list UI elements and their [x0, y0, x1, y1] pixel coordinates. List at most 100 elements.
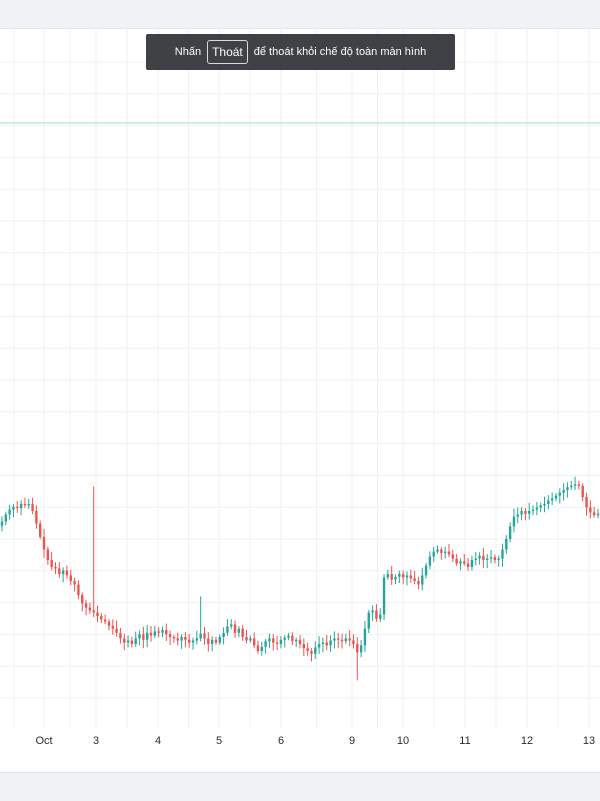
x-axis: Oct 3 4 5 6 9 10 11 12 13: [35, 735, 595, 747]
candle-body: [451, 554, 455, 559]
candle-body: [283, 637, 286, 640]
candle-body: [168, 634, 172, 637]
candle-body: [241, 628, 244, 637]
candle-body: [550, 498, 554, 501]
candle-body: [463, 561, 466, 564]
candle-body: [554, 495, 558, 499]
candle-body: [4, 514, 8, 522]
x-tick-label: 5: [216, 735, 222, 747]
candle-body: [577, 484, 581, 486]
candle-body: [42, 536, 46, 550]
candle-body: [486, 558, 489, 560]
candle-body: [249, 638, 252, 641]
candle-body: [119, 632, 122, 639]
candle-body: [363, 628, 367, 646]
x-tick-label: 3: [93, 735, 99, 747]
candle-body: [398, 574, 401, 577]
candle-body: [153, 631, 157, 636]
candle-body: [100, 616, 103, 620]
top-toolbar-strip: [0, 0, 600, 29]
candle-body: [443, 551, 447, 553]
bottom-status-strip: [0, 772, 600, 801]
candle-body: [382, 577, 386, 615]
candle-body: [573, 484, 577, 486]
candle-body: [107, 621, 111, 626]
candle-body: [279, 639, 283, 644]
candle-body: [589, 507, 592, 513]
candle-body: [405, 575, 409, 578]
candle-body: [203, 633, 206, 639]
candle-body: [401, 574, 405, 578]
candle-body: [417, 581, 420, 585]
candle-body: [8, 509, 11, 515]
candle-body: [96, 612, 99, 616]
candle-body: [317, 644, 321, 648]
candle-body: [195, 638, 199, 641]
candle-body: [88, 607, 92, 611]
x-tick-label: 11: [459, 735, 470, 747]
candle-body: [149, 632, 153, 636]
x-tick-label: Oct: [35, 735, 52, 747]
candle-body: [386, 574, 390, 578]
candle-body: [581, 485, 584, 497]
candle-body: [508, 526, 512, 539]
candle-body: [230, 624, 233, 627]
candle-body: [69, 575, 72, 581]
candle-body: [344, 638, 348, 642]
candle-body: [145, 632, 149, 640]
candle-body: [233, 624, 237, 633]
candle-body: [23, 504, 27, 506]
candle-body: [459, 561, 462, 564]
candle-body: [424, 565, 428, 576]
candle-body: [157, 631, 160, 633]
candle-body: [497, 558, 500, 560]
candle-body: [321, 642, 325, 644]
candle-body: [294, 639, 298, 642]
candle-body: [142, 634, 145, 640]
price-chart[interactable]: Oct 3 4 5 6 9 10 11 12 13: [0, 0, 600, 772]
banner-prefix: Nhấn: [174, 46, 202, 58]
candle-body: [524, 511, 527, 514]
candle-body: [188, 639, 191, 643]
candle-body: [337, 638, 340, 640]
candle-body: [474, 558, 477, 560]
candle-body: [260, 646, 263, 651]
candle-body: [489, 557, 493, 559]
candle-body: [19, 504, 23, 509]
exit-key-button[interactable]: Thoát: [207, 40, 248, 64]
candle-body: [547, 500, 550, 504]
candle-body: [252, 638, 256, 646]
candle-body: [539, 505, 542, 508]
candle-body: [77, 584, 80, 595]
candle-body: [199, 633, 202, 639]
candle-body: [272, 638, 275, 643]
candle-body: [210, 639, 214, 644]
fullscreen-exit-banner: Nhấn Thoát để thoát khỏi chế độ toàn màn…: [146, 34, 455, 70]
candle-body: [371, 610, 374, 613]
candle-body: [111, 625, 114, 629]
candle-body: [390, 574, 393, 580]
candle-body: [61, 570, 65, 574]
banner-suffix: để thoát khỏi chế độ toàn màn hình: [253, 46, 427, 58]
x-tick-label: 6: [278, 735, 284, 747]
candle-body: [298, 639, 302, 644]
candle-body: [558, 492, 561, 496]
candle-body: [447, 551, 451, 555]
candle-body: [222, 632, 225, 637]
candle-body: [130, 640, 134, 644]
candle-body: [379, 614, 382, 619]
candle-body: [570, 485, 573, 488]
candle-body: [520, 511, 523, 515]
candle-body: [256, 645, 260, 651]
candle-body: [352, 640, 355, 644]
candle-body: [12, 506, 15, 510]
candle-body: [103, 619, 107, 622]
candle-body: [31, 504, 34, 511]
candle-body: [287, 635, 290, 638]
candle-body: [176, 638, 179, 641]
candle-body: [184, 637, 187, 640]
candle-body: [39, 523, 42, 537]
candle-body: [440, 549, 443, 553]
candle-body: [531, 509, 535, 511]
candle-body: [302, 644, 306, 649]
